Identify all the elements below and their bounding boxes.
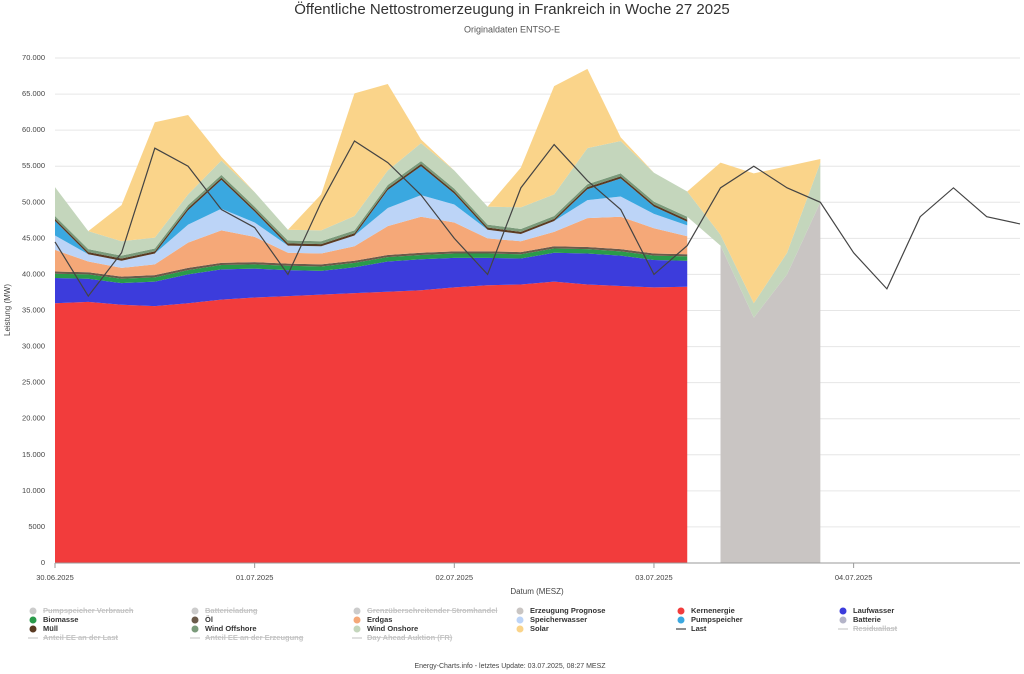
legend-label: Grenzüberschreitender Stromhandel	[367, 606, 497, 615]
legend-marker	[839, 616, 847, 624]
legend-marker	[516, 607, 524, 615]
area-series	[55, 164, 688, 261]
legend-marker	[191, 616, 199, 624]
legend-marker	[29, 625, 37, 633]
legend-marker	[353, 607, 361, 615]
x-axis-label: Datum (MESZ)	[510, 587, 564, 596]
areas	[55, 68, 821, 564]
y-tick-label: 55.000	[22, 161, 45, 170]
y-tick-label: 0	[41, 558, 45, 567]
chart-title: Öffentliche Nettostromerzeugung in Frank…	[294, 0, 730, 18]
legend-label: Speicherwasser	[530, 615, 587, 624]
legend-marker	[516, 625, 524, 633]
legend-label: Anteil EE an der Last	[43, 633, 119, 642]
y-tick-label: 25.000	[22, 378, 45, 387]
x-tick-label: 01.07.2025	[236, 573, 274, 582]
area-series	[55, 140, 821, 318]
area-series	[720, 202, 821, 564]
area-series	[55, 166, 688, 261]
legend-label: Öl	[205, 615, 213, 624]
y-tick-label: 45.000	[22, 233, 45, 242]
legend-marker	[677, 616, 685, 624]
footer: Energy-Charts.info - letztes Update: 03.…	[414, 663, 606, 670]
line-series	[54, 140, 1021, 298]
y-tick-label: 30.000	[22, 342, 45, 351]
area-series	[55, 248, 688, 284]
y-tick-label: 35.000	[22, 305, 45, 314]
x-tick-label: 03.07.2025	[635, 573, 673, 582]
legend-label: Biomasse	[43, 615, 78, 624]
y-tick-label: 5000	[28, 522, 45, 531]
legend-label: Residuallast	[853, 624, 898, 633]
y-tick-label: 60.000	[22, 125, 45, 134]
legend-label: Wind Offshore	[205, 624, 257, 633]
legend-marker	[677, 607, 685, 615]
legend-marker	[191, 607, 199, 615]
legend-marker	[29, 616, 37, 624]
legend-label: Last	[691, 624, 707, 633]
legend-label: Anteil EE an der Erzeugung	[205, 633, 304, 642]
legend-marker	[353, 616, 361, 624]
legend-marker	[29, 607, 37, 615]
legend-label: Wind Onshore	[367, 624, 418, 633]
legend-label: Batterieladung	[205, 606, 258, 615]
legend-marker	[191, 625, 199, 633]
y-tick-label: 10.000	[22, 486, 45, 495]
area-series	[55, 252, 688, 307]
x-tick-label: 04.07.2025	[835, 573, 873, 582]
y-tick-label: 70.000	[22, 53, 45, 62]
y-tick-label: 40.000	[22, 269, 45, 278]
lines	[54, 140, 1021, 298]
area-series	[55, 195, 688, 268]
y-tick-label: 15.000	[22, 450, 45, 459]
y-tick-label: 50.000	[22, 197, 45, 206]
legend-label: Laufwasser	[853, 606, 894, 615]
y-tick-label: 65.000	[22, 89, 45, 98]
x-tick-label: 30.06.2025	[36, 573, 74, 582]
area-series	[55, 281, 688, 563]
x-tick-label: 02.07.2025	[436, 573, 474, 582]
area-series	[55, 161, 688, 259]
legend-label: Pumpspeicher	[691, 615, 743, 624]
area-series	[55, 216, 688, 277]
legend-label: Erdgas	[367, 615, 392, 624]
legend-label: Day Ahead Auktion (FR)	[367, 633, 453, 642]
legend-marker	[839, 607, 847, 615]
legend-marker	[516, 616, 524, 624]
legend-label: Kernenergie	[691, 606, 735, 615]
legend-label: Batterie	[853, 615, 881, 624]
y-axis-label: Leistung (MW)	[3, 284, 12, 336]
chart-subtitle: Originaldaten ENTSO-E	[464, 24, 560, 34]
legend-label: Pumpspeicher Verbrauch	[43, 606, 134, 615]
legend-marker	[353, 625, 361, 633]
area-series	[55, 68, 821, 304]
y-tick-label: 20.000	[22, 414, 45, 423]
legend-label: Erzeugung Prognose	[530, 606, 605, 615]
legend-label: Solar	[530, 624, 549, 633]
legend-label: Müll	[43, 624, 58, 633]
